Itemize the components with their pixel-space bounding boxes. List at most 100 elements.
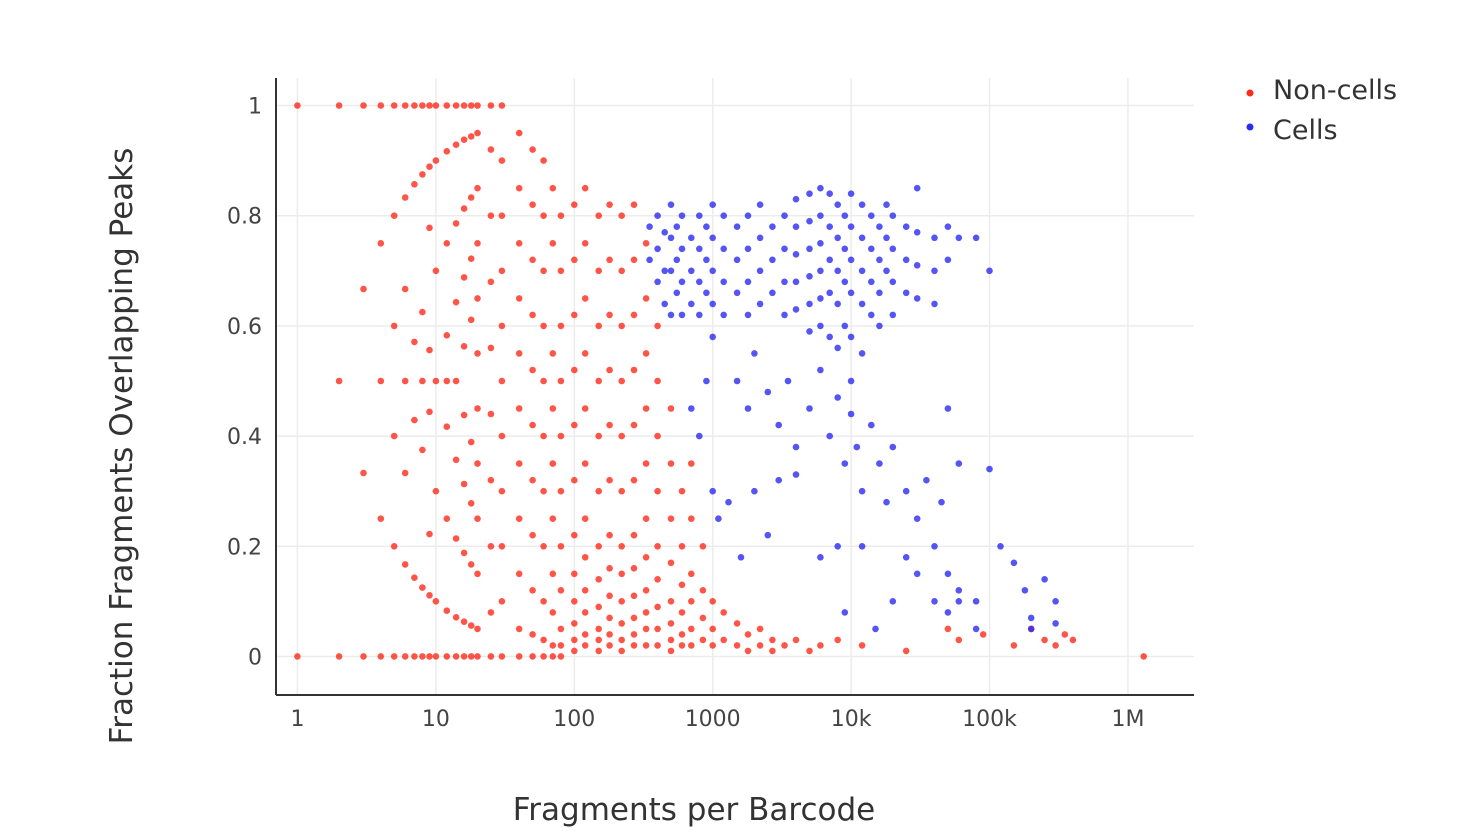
non-cells-point [474, 460, 481, 467]
non-cells-point [595, 267, 602, 275]
non-cells-point [642, 460, 650, 467]
non-cells-point [467, 622, 475, 629]
cells-point [972, 234, 980, 242]
non-cells-point [699, 587, 707, 594]
legend: Non-cells Cells [1246, 75, 1397, 146]
non-cells-point [595, 543, 602, 550]
cells-point [986, 465, 993, 473]
cells-point [889, 443, 897, 451]
cells-point [913, 229, 921, 236]
non-cells-point [443, 653, 451, 660]
non-cells-point [487, 609, 495, 616]
non-cells-point [498, 543, 506, 550]
cells-point [847, 289, 855, 297]
non-cells-point [498, 157, 506, 164]
cells-point [817, 554, 824, 561]
non-cells-point [401, 653, 409, 660]
cells-point [756, 234, 764, 242]
cells-point [834, 267, 841, 275]
cells-point [889, 598, 897, 605]
cells-point [889, 245, 897, 253]
non-cells-point [557, 322, 565, 330]
non-cells-point [630, 642, 638, 649]
non-cells-point [460, 274, 468, 281]
non-cells-point [411, 181, 418, 188]
cells-point [1027, 614, 1035, 622]
non-cells-point [642, 609, 650, 616]
non-cells-point [581, 587, 589, 594]
non-cells-point [467, 500, 475, 507]
non-cells-point [618, 543, 625, 550]
non-cells-point [498, 322, 506, 330]
cells-point [703, 256, 710, 264]
non-cells-point [529, 201, 536, 208]
non-cells-point [411, 102, 418, 109]
non-cells-point [557, 377, 565, 385]
non-cells-point [452, 298, 460, 306]
non-cells-point [452, 614, 460, 621]
non-cells-point [557, 212, 565, 219]
cells-point [654, 245, 661, 253]
non-cells-point [581, 240, 589, 247]
non-cells-point [595, 212, 602, 219]
cells-point [883, 201, 890, 208]
non-cells-point [549, 642, 557, 649]
cells-point [654, 212, 661, 219]
non-cells-point [426, 102, 433, 109]
cells-point [876, 289, 883, 297]
cells-point [883, 234, 890, 242]
y-tick-label: 0 [248, 645, 262, 670]
non-cells-point [557, 543, 565, 550]
non-cells-point [654, 487, 661, 495]
non-cells-point [618, 322, 625, 330]
cells-point [806, 245, 813, 253]
non-cells-point [709, 598, 716, 605]
non-cells-point [467, 438, 475, 446]
non-cells-point [606, 476, 613, 484]
cells-point [709, 300, 716, 308]
non-cells-point [377, 102, 385, 109]
cells-point [737, 554, 745, 561]
non-cells-point [474, 102, 481, 109]
non-cells-point [294, 102, 301, 109]
cells-point [667, 234, 675, 242]
non-cells-point [549, 350, 557, 357]
cells-point [847, 256, 855, 264]
y-axis-title: Fraction Fragments Overlapping Peaks [104, 148, 140, 745]
non-cells-point [529, 146, 536, 153]
non-cells-point [432, 487, 440, 495]
non-cells-point [460, 618, 468, 625]
non-cells-point [654, 377, 661, 385]
non-cells-point [460, 653, 468, 660]
non-cells-point [335, 102, 343, 109]
non-cells-point [979, 631, 987, 638]
non-cells-point [557, 625, 565, 633]
cells-point [792, 251, 800, 258]
cells-point [817, 295, 824, 302]
non-cells-point [581, 515, 589, 522]
non-cells-point [817, 642, 824, 649]
non-cells-point [595, 647, 602, 655]
non-cells-point [335, 653, 343, 660]
non-cells-point [1052, 642, 1059, 649]
non-cells-point [806, 647, 813, 655]
non-cells-point [487, 212, 495, 219]
non-cells-point [709, 625, 716, 633]
non-cells-point [487, 146, 495, 153]
cells-point [858, 543, 866, 550]
non-cells-point [474, 184, 481, 192]
non-cells-point [401, 561, 409, 568]
cells-point [667, 311, 675, 319]
cells-point [654, 278, 661, 286]
non-cells-point [452, 535, 460, 542]
legend-label-cells: Cells [1273, 115, 1338, 146]
cells-point [847, 333, 855, 341]
non-cells-point [630, 366, 638, 374]
non-cells-point [411, 416, 418, 424]
cells-point [944, 223, 952, 230]
cells-point [931, 267, 938, 275]
non-cells-point [377, 240, 385, 247]
cells-point [725, 498, 732, 506]
non-cells-point [642, 295, 650, 302]
non-cells-point [606, 631, 613, 638]
